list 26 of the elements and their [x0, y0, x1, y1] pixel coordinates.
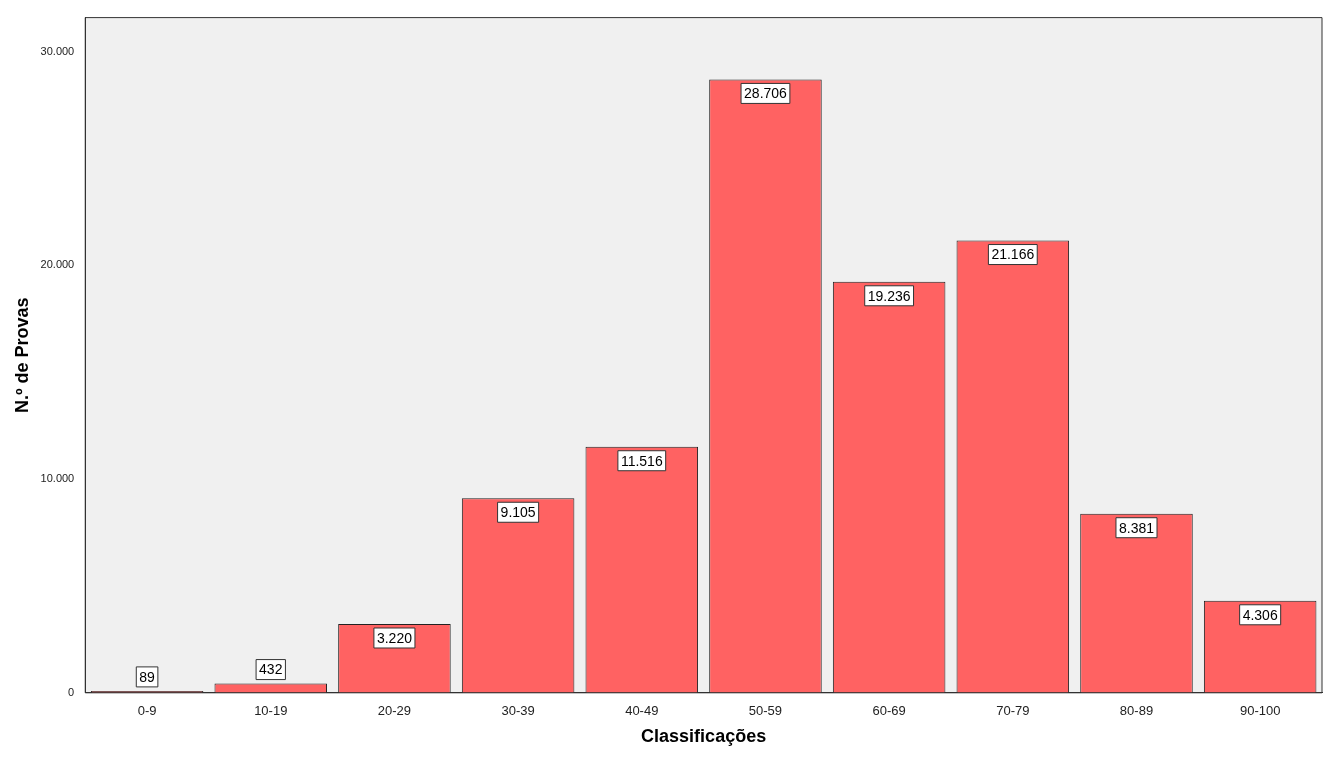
data-label: 9.105	[500, 504, 536, 521]
data-label: 11.516	[620, 452, 663, 469]
data-label: 89	[139, 668, 156, 685]
x-tick-label: 80-89	[1119, 703, 1154, 719]
x-tick-label: 70-79	[996, 703, 1030, 719]
y-tick-label: 20.000	[40, 258, 75, 271]
data-label: 21.166	[991, 246, 1035, 263]
x-tick-label: 30-39	[501, 703, 535, 719]
y-tick-label: 0	[68, 685, 75, 698]
data-label: 8.381	[1118, 519, 1155, 536]
x-tick-label: 10-19	[254, 703, 288, 719]
x-tick-label: 90-100	[1239, 703, 1281, 719]
data-label: 3.220	[376, 629, 413, 646]
y-tick-label: 10.000	[40, 472, 75, 485]
data-label: 19.236	[867, 287, 911, 304]
y-tick-label: 30.000	[40, 44, 75, 57]
data-label: 4.306	[1242, 606, 1278, 623]
x-tick-label: 0-9	[137, 703, 157, 719]
data-label: 28.706	[744, 85, 788, 102]
data-label: 432	[259, 661, 283, 678]
x-axis-title: Classificações	[641, 726, 767, 747]
y-axis-title: N.º de Provas	[11, 297, 32, 414]
x-tick-label: 50-59	[748, 703, 783, 719]
x-tick-label: 40-49	[625, 703, 659, 719]
x-tick-label: 60-69	[872, 703, 906, 719]
x-tick-label: 20-29	[377, 703, 412, 719]
